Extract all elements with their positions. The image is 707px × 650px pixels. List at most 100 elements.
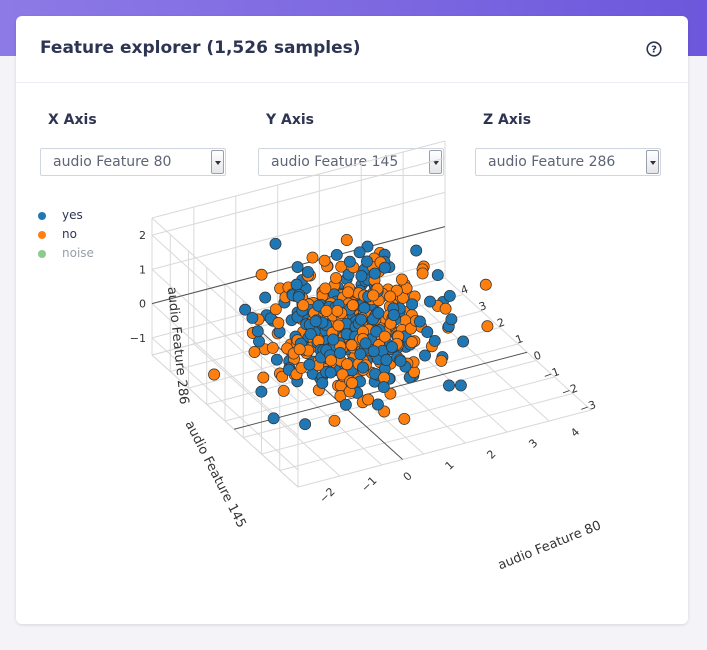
z-axis-label: Z Axis [483,112,532,128]
legend-marker-no [38,231,46,239]
data-point [384,290,397,303]
data-point [358,302,371,315]
x-axis-select-value: audio Feature 80 [53,154,172,170]
data-point [361,255,373,268]
data-point [479,278,492,291]
data-point [416,267,429,280]
data-point [303,358,316,371]
legend-marker-yes [38,212,46,220]
data-point [309,315,322,328]
data-point [331,304,344,317]
legend-label: yes [62,208,83,222]
data-point [246,311,259,324]
data-point [362,393,375,406]
data-point [255,385,268,398]
data-point [359,337,372,350]
data-point [371,398,384,411]
data-point [318,254,331,267]
x-tick-label: 3 [526,436,540,450]
data-point [413,315,426,328]
data-point [251,325,264,338]
x-tick-label: 2 [484,447,498,461]
data-point [269,303,282,316]
data-point [380,354,393,366]
data-point [297,299,310,312]
data-point [355,270,368,283]
data-point [327,333,340,346]
legend-label: no [62,227,77,241]
z-axis-select[interactable]: audio Feature 286 [475,148,661,176]
chevron-down-icon[interactable] [646,150,659,174]
y-tick-label: −2 [560,382,580,400]
data-point [293,343,306,356]
data-point [443,379,455,392]
data-point [372,307,385,319]
data-point [325,354,337,367]
y-tick-label: −3 [578,398,598,416]
data-point [248,346,261,358]
x-axis-label: X Axis [48,112,97,128]
grid-line [279,393,573,471]
y-axis-select[interactable]: audio Feature 145 [258,148,444,176]
data-point [316,377,329,390]
data-point [266,341,279,354]
data-point [208,368,221,381]
grid-line [151,191,446,270]
data-point [259,291,272,304]
data-point [454,379,467,392]
data-point [257,371,270,384]
chevron-down-icon[interactable] [211,150,224,174]
grid-line [151,157,446,236]
data-point [269,237,282,250]
data-point [270,353,283,366]
data-point [387,309,400,321]
data-point [345,339,358,352]
x-axis-select[interactable]: audio Feature 80 [40,148,226,176]
data-point [378,330,391,343]
card-header: Feature explorer (1,526 samples) ? [16,16,688,83]
data-point [291,261,304,274]
legend-marker-noise [38,250,46,258]
data-point [367,289,380,302]
data-point [419,349,431,362]
x-tick-label: 4 [568,425,582,439]
data-point [398,412,411,425]
legend-label: noise [62,246,94,260]
y-tick-label: 2 [495,316,506,331]
x-axis-title: audio Feature 80 [496,518,604,573]
grid-line [151,269,299,402]
data-point [330,248,343,261]
data-point [368,267,381,280]
data-point [332,319,345,332]
data-point [301,265,314,278]
data-point [277,384,290,397]
question-circle-icon[interactable]: ? [646,41,662,57]
x-tick-label: 1 [443,458,457,472]
data-point [353,246,366,259]
data-point [394,355,407,368]
data-point [341,358,354,371]
data-point [346,377,359,389]
x-tick-label: −1 [359,474,380,495]
data-point [405,336,418,349]
y-axis-title: audio Feature 145 [182,418,249,530]
y-tick-label: 0 [532,349,543,364]
data-point [324,366,337,379]
data-point [431,269,444,282]
y-axis-select-value: audio Feature 145 [271,154,399,170]
data-point [395,273,408,286]
data-point [424,295,436,308]
data-point [319,282,332,295]
y-tick-label: 1 [514,332,525,347]
data-point [306,251,319,264]
feature-explorer-card: Feature explorer (1,526 samples) ? X Axi… [16,16,688,624]
data-point [346,299,359,312]
z-tick-label: 0 [139,298,146,311]
data-point [386,341,398,354]
data-point [357,361,369,374]
data-point [445,313,458,326]
data-point [435,354,448,367]
grid-line [297,409,592,488]
data-point [336,368,349,381]
